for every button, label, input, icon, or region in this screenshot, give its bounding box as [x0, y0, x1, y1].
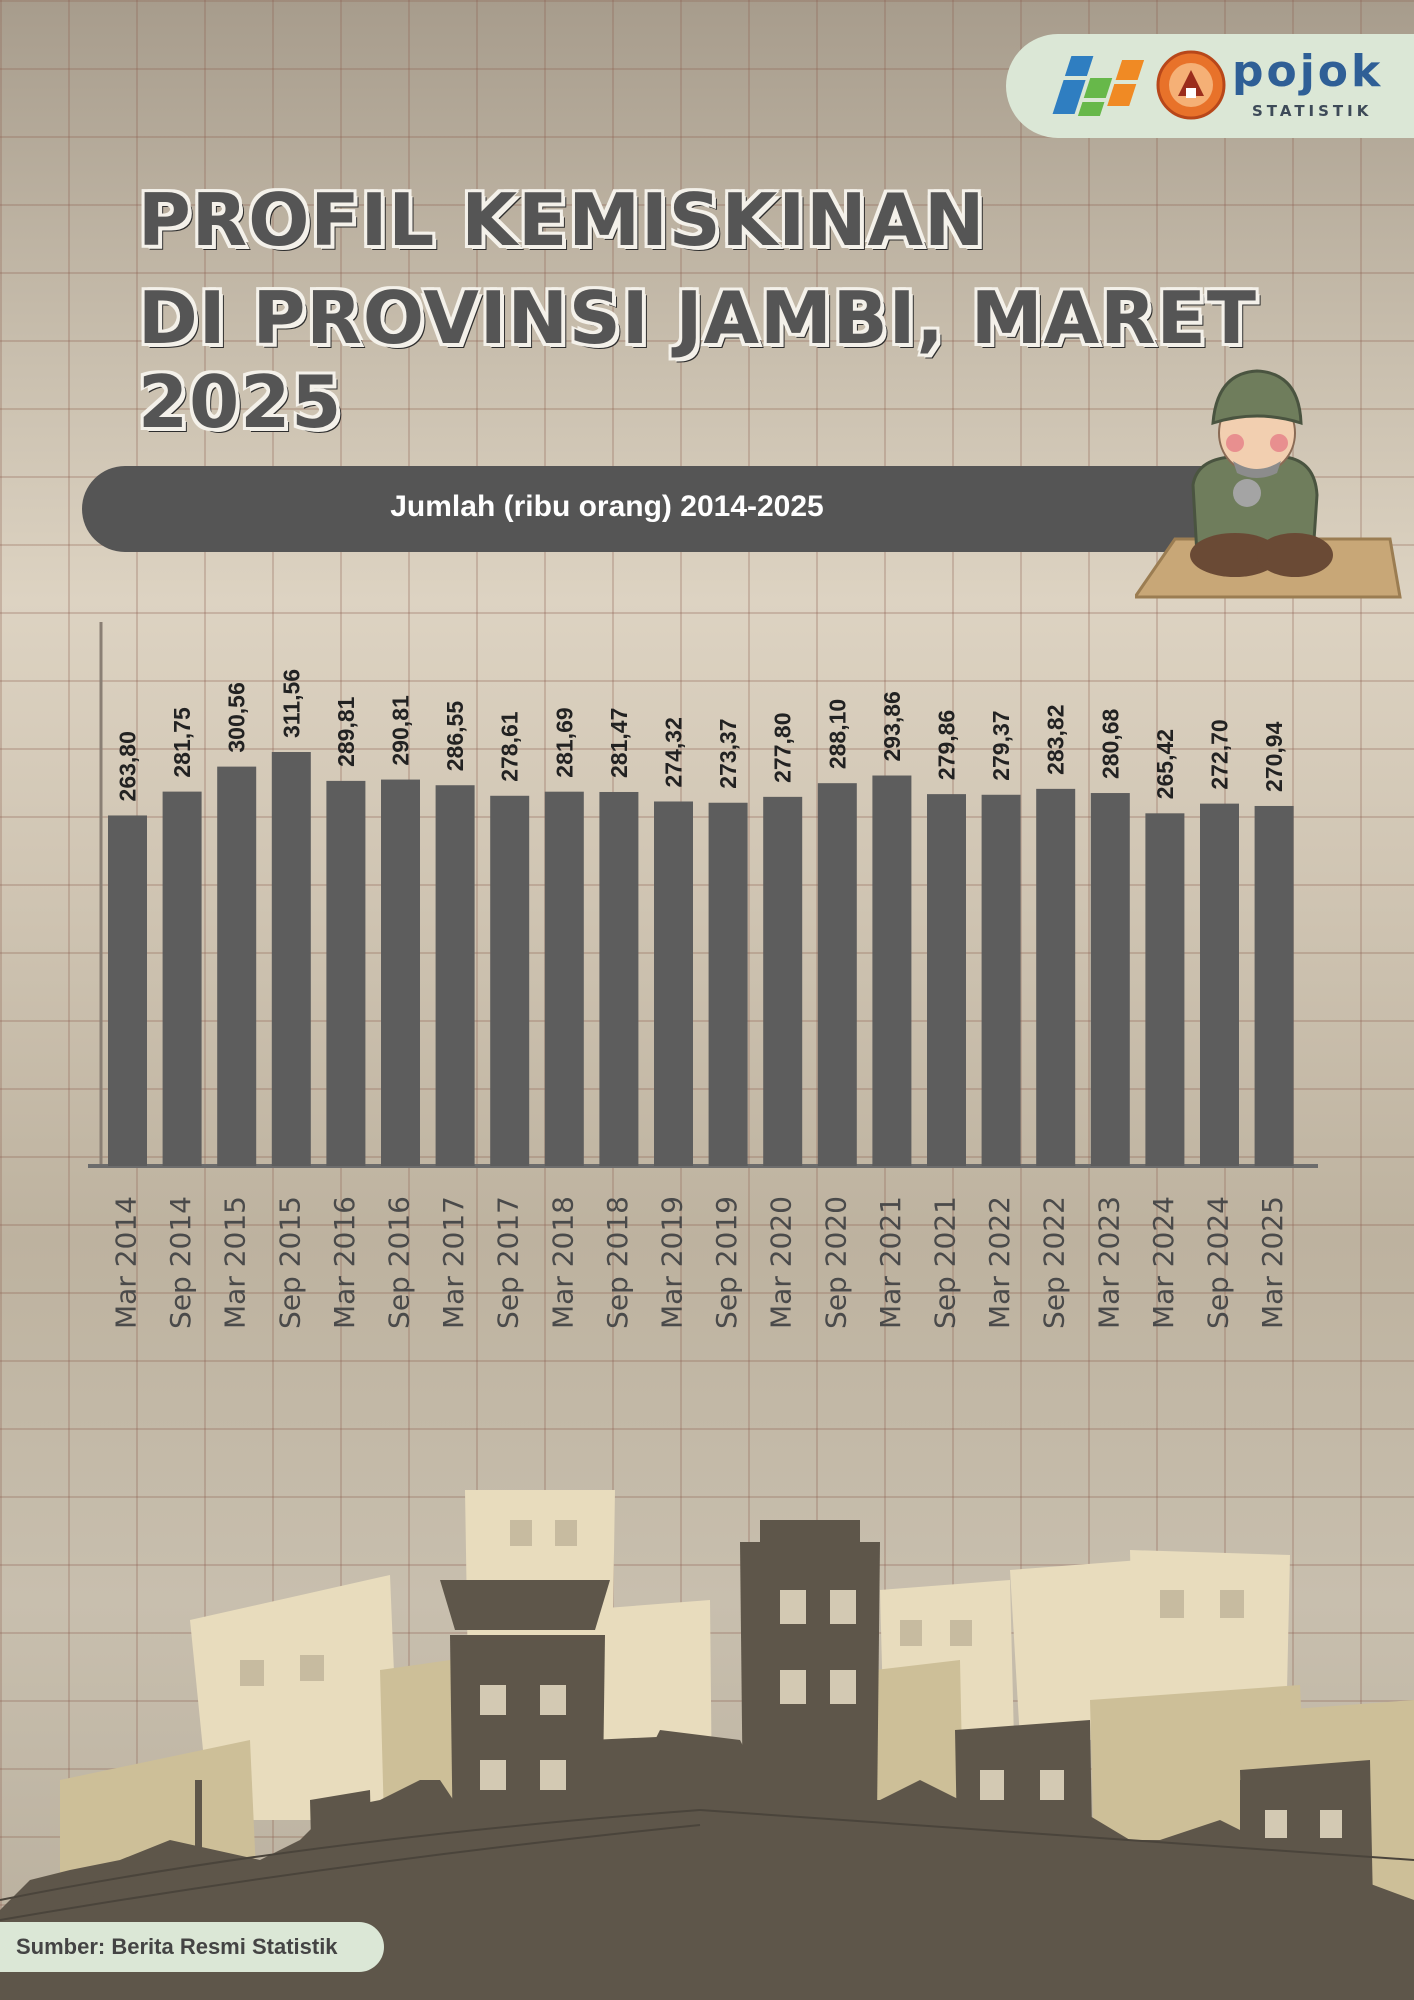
value-label-19: 265,42 [1152, 729, 1178, 799]
university-seal-icon [1156, 50, 1226, 120]
value-label-15: 279,86 [934, 710, 960, 780]
poor-man-illustration [1135, 369, 1402, 599]
bps-logo-icon [1052, 56, 1145, 116]
tick-label-21: Mar 2025 [1256, 1196, 1289, 1329]
bar-21 [1254, 805, 1294, 1166]
bar-17 [1036, 788, 1076, 1166]
bar-chart: 263,80 281,75 300,56 311,56 289,81 290,81 286,… [88, 622, 1318, 1329]
value-label-10: 274,32 [661, 717, 687, 787]
value-label-1: 281,75 [169, 707, 195, 778]
chart-subtitle-bar: Jumlah (ribu orang) 2014-2025 [82, 466, 1252, 552]
bar-4 [326, 780, 366, 1166]
value-label-16: 279,37 [988, 710, 1014, 780]
bar-13 [817, 783, 857, 1166]
bar-7 [490, 795, 530, 1166]
value-label-4: 289,81 [333, 696, 359, 767]
tick-label-19: Mar 2024 [1147, 1196, 1180, 1329]
tick-label-4: Mar 2016 [328, 1196, 361, 1329]
bar-10 [654, 801, 693, 1166]
bars-layer [108, 752, 1294, 1166]
statistik-logo-text: STATISTIK [1252, 102, 1373, 120]
value-label-18: 280,68 [1097, 708, 1123, 779]
tick-label-18: Mar 2023 [1092, 1196, 1125, 1329]
tick-label-16: Mar 2022 [983, 1196, 1016, 1329]
bar-1 [162, 791, 202, 1166]
bar-6 [435, 785, 475, 1166]
value-label-7: 278,61 [497, 711, 523, 782]
tick-label-1: Sep 2014 [164, 1196, 197, 1329]
value-label-12: 277,80 [770, 713, 796, 783]
value-label-6: 286,55 [442, 701, 468, 772]
tick-label-11: Sep 2019 [710, 1196, 743, 1329]
tick-labels-layer: Mar 2014 Sep 2014 Mar 2015 Sep 2015 Mar 2016… [110, 1196, 1290, 1329]
value-labels-layer: 263,80 281,75 300,56 311,56 289,81 290,81 286,… [115, 669, 1288, 802]
tick-label-3: Sep 2015 [273, 1196, 306, 1329]
bar-9 [599, 791, 639, 1166]
source-badge: Sumber: Berita Resmi Statistik [0, 1922, 384, 1972]
logo-badge: pojok STATISTIK [1006, 34, 1414, 138]
value-label-5: 290,81 [388, 695, 414, 766]
pojok-logo-text: pojok [1232, 46, 1384, 97]
source-text: Sumber: Berita Resmi Statistik [16, 1934, 338, 1959]
value-label-21: 270,94 [1261, 721, 1287, 792]
chart-subtitle: Jumlah (ribu orang) 2014-2025 [390, 490, 824, 523]
tick-label-10: Mar 2019 [656, 1196, 689, 1329]
tick-label-15: Sep 2021 [929, 1196, 962, 1329]
bar-12 [763, 796, 803, 1166]
bar-2 [217, 766, 257, 1166]
tick-label-5: Sep 2016 [383, 1196, 416, 1329]
tick-label-7: Sep 2017 [492, 1196, 525, 1329]
value-label-20: 272,70 [1207, 719, 1233, 789]
tick-label-0: Mar 2014 [110, 1196, 143, 1329]
bar-19 [1145, 813, 1185, 1166]
bar-14 [872, 775, 912, 1166]
value-label-13: 288,10 [824, 699, 850, 769]
bar-11 [708, 802, 748, 1166]
value-label-8: 281,69 [551, 707, 577, 777]
tick-label-8: Mar 2018 [546, 1196, 579, 1329]
bar-15 [927, 794, 966, 1166]
value-label-14: 293,86 [879, 691, 905, 761]
bar-0 [108, 815, 147, 1166]
value-label-17: 283,82 [1043, 705, 1069, 775]
page-title-line-2: DI PROVINSI JAMBI, MARET 2025 [137, 275, 1257, 445]
tick-label-17: Sep 2022 [1038, 1196, 1071, 1329]
tick-label-14: Mar 2021 [874, 1196, 907, 1329]
bar-20 [1200, 803, 1239, 1166]
tick-label-6: Mar 2017 [437, 1196, 470, 1329]
value-label-0: 263,80 [115, 731, 141, 801]
tick-label-9: Sep 2018 [601, 1196, 634, 1329]
value-label-11: 273,37 [715, 718, 741, 788]
bar-3 [271, 752, 311, 1166]
value-label-2: 300,56 [224, 682, 250, 752]
tick-label-13: Sep 2020 [819, 1196, 852, 1329]
bar-5 [381, 779, 420, 1166]
bar-8 [544, 791, 584, 1166]
tick-label-20: Sep 2024 [1202, 1196, 1235, 1329]
bar-16 [981, 794, 1021, 1166]
tick-label-12: Mar 2020 [765, 1196, 798, 1329]
value-label-9: 281,47 [606, 708, 632, 778]
tick-label-2: Mar 2015 [219, 1196, 252, 1329]
city-skyline-illustration [0, 1490, 1414, 2000]
page-title-line-1: PROFIL KEMISKINAN [137, 177, 986, 263]
bar-18 [1090, 793, 1130, 1166]
value-label-3: 311,56 [278, 669, 304, 738]
